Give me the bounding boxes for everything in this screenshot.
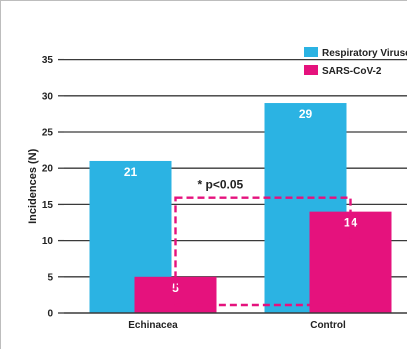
bars <box>89 103 392 313</box>
legend: Respiratory Viruses SARS-CoV-2 <box>304 47 407 77</box>
y-tick-label: 35 <box>42 55 54 66</box>
significance-box <box>174 196 352 307</box>
y-tick-label: 15 <box>42 200 54 211</box>
legend-swatch <box>304 65 318 75</box>
x-tick-label: Control <box>310 320 346 331</box>
bar-value-label: 21 <box>124 165 138 179</box>
y-tick-label: 0 <box>47 309 53 320</box>
x-tick-label: Echinacea <box>128 320 178 331</box>
legend-swatch <box>304 47 318 57</box>
y-tick-label: 20 <box>42 164 54 175</box>
y-tick-label: 10 <box>42 236 54 247</box>
y-tick-label: 25 <box>42 128 54 139</box>
bar <box>309 211 392 313</box>
y-axis-title: Incidences (N) <box>27 148 39 224</box>
y-tick-label: 5 <box>47 272 53 283</box>
legend-label: Respiratory Viruses <box>322 48 407 59</box>
bar-value-label: 29 <box>299 107 313 121</box>
significance-label: * p<0.05 <box>198 178 244 192</box>
y-tick-label: 30 <box>42 91 54 102</box>
axes: 0 5 10 15 20 25 30 35 Echinacea Control <box>42 55 407 331</box>
legend-label: SARS-CoV-2 <box>322 66 382 77</box>
significance-annotation: * p<0.05 <box>174 178 352 307</box>
